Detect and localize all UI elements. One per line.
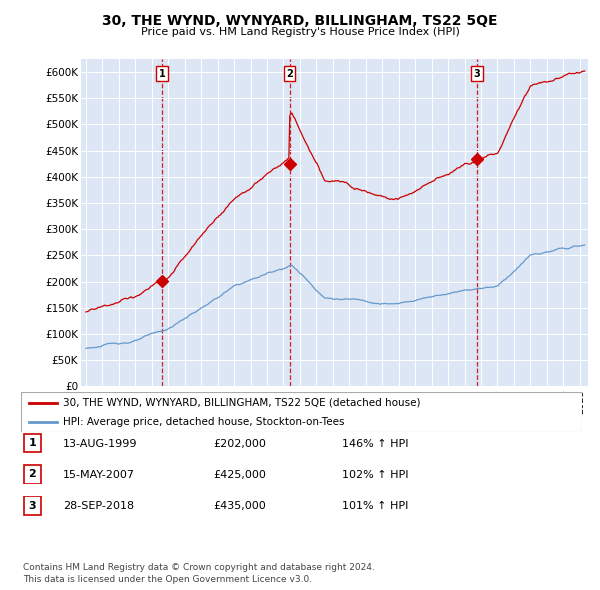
Text: 3: 3 xyxy=(29,501,36,510)
FancyBboxPatch shape xyxy=(21,392,582,432)
Text: £202,000: £202,000 xyxy=(213,439,266,448)
Text: 3: 3 xyxy=(473,69,480,78)
Text: 2: 2 xyxy=(29,470,36,479)
Text: 1: 1 xyxy=(29,438,36,448)
Text: 1: 1 xyxy=(158,69,166,78)
Text: 30, THE WYND, WYNYARD, BILLINGHAM, TS22 5QE: 30, THE WYND, WYNYARD, BILLINGHAM, TS22 … xyxy=(102,14,498,28)
Text: £435,000: £435,000 xyxy=(213,502,266,511)
Text: 2: 2 xyxy=(286,69,293,78)
Text: 13-AUG-1999: 13-AUG-1999 xyxy=(63,439,137,448)
FancyBboxPatch shape xyxy=(23,434,41,453)
FancyBboxPatch shape xyxy=(23,496,41,515)
Text: 15-MAY-2007: 15-MAY-2007 xyxy=(63,470,135,480)
Text: 30, THE WYND, WYNYARD, BILLINGHAM, TS22 5QE (detached house): 30, THE WYND, WYNYARD, BILLINGHAM, TS22 … xyxy=(63,398,421,408)
Text: 28-SEP-2018: 28-SEP-2018 xyxy=(63,502,134,511)
Text: £425,000: £425,000 xyxy=(213,470,266,480)
Text: 101% ↑ HPI: 101% ↑ HPI xyxy=(342,502,409,511)
Text: 102% ↑ HPI: 102% ↑ HPI xyxy=(342,470,409,480)
Text: 146% ↑ HPI: 146% ↑ HPI xyxy=(342,439,409,448)
Text: Contains HM Land Registry data © Crown copyright and database right 2024.
This d: Contains HM Land Registry data © Crown c… xyxy=(23,563,374,584)
Text: Price paid vs. HM Land Registry's House Price Index (HPI): Price paid vs. HM Land Registry's House … xyxy=(140,28,460,37)
Text: HPI: Average price, detached house, Stockton-on-Tees: HPI: Average price, detached house, Stoc… xyxy=(63,417,344,427)
FancyBboxPatch shape xyxy=(23,465,41,484)
